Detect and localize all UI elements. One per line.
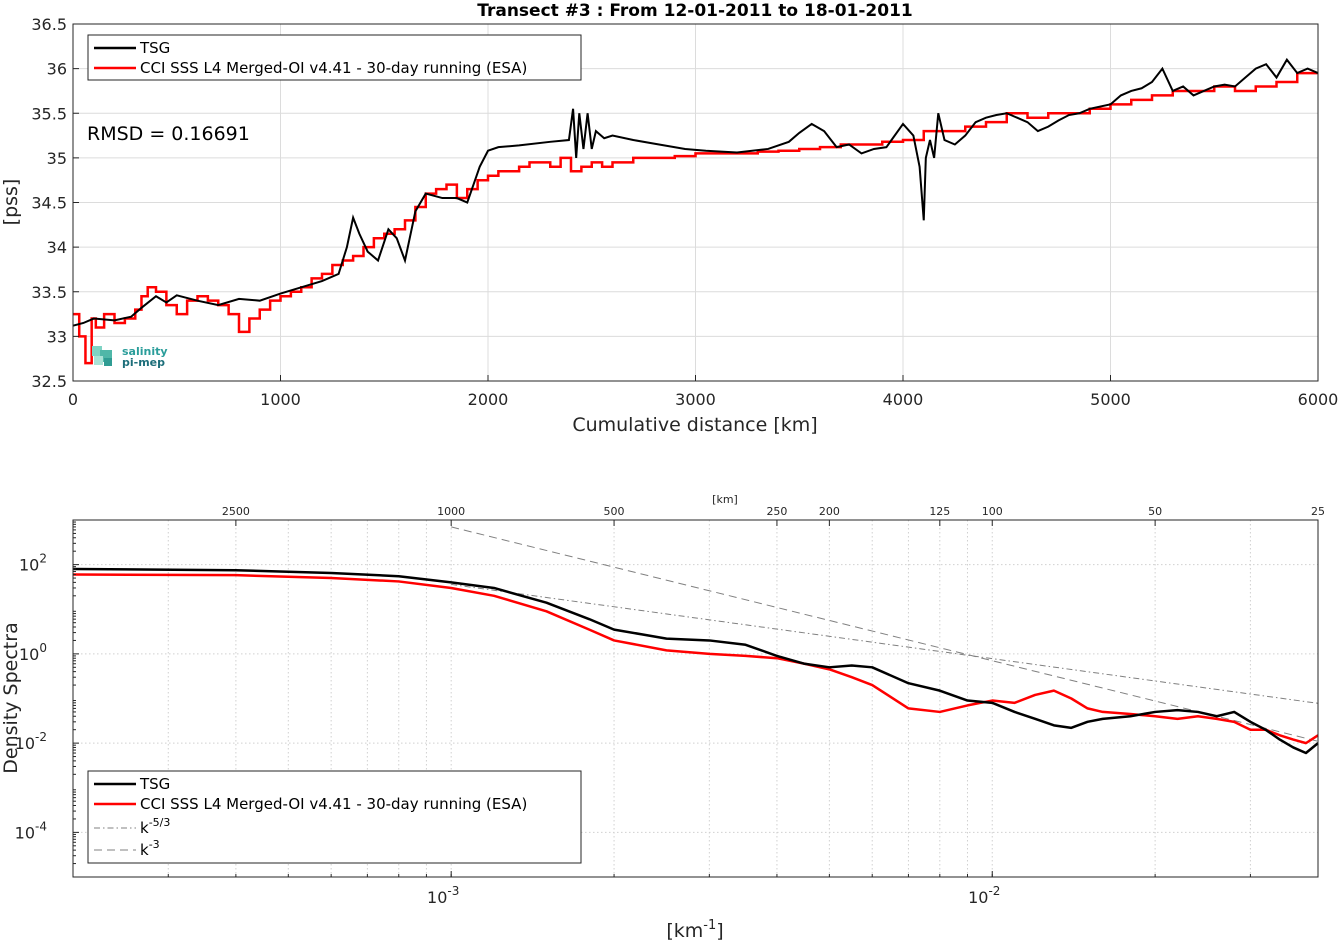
top-ticks: 0 1000 2000 3000 4000 5000 6000 32.5 33 33.5 34 34.… [31, 15, 1338, 409]
top-y-tick-label: 32.5 [31, 372, 67, 391]
bottom-x-axis-label-text: [km [666, 920, 703, 942]
top-legend-label-tsg: TSG [139, 39, 170, 57]
top-legend-label-cci: CCI SSS L4 Merged-OI v4.41 - 30-day runn… [140, 59, 527, 77]
top-lines [72, 57, 1319, 365]
top-y-tick-label: 33 [47, 327, 67, 346]
bottom-top-tick-label: 250 [766, 505, 787, 518]
top-y-tick-label: 34 [47, 238, 67, 257]
top-y-tick-label: 34.5 [31, 194, 67, 213]
bottom-top-tick-label: 50 [1148, 505, 1162, 518]
bottom-series-tsg [72, 567, 1319, 755]
top-y-tick-label: 35 [47, 149, 67, 168]
bottom-top-tick-label: 100 [982, 505, 1003, 518]
bottom-top-tick-label: 200 [819, 505, 840, 518]
bottom-top-tick-label: 25 [1311, 505, 1325, 518]
logo-line-2: pi-mep [122, 356, 165, 369]
top-x-tick-label: 2000 [468, 390, 509, 409]
bottom-series-k3 [451, 526, 1319, 742]
top-x-tick-label: 0 [68, 390, 78, 409]
top-x-axis-label: Cumulative distance [km] [572, 414, 817, 436]
logo-line-1: salinity [122, 345, 168, 358]
top-legend-box [87, 34, 582, 81]
bottom-x-tick-label: 10-2 [968, 884, 1000, 907]
bottom-x-axis-label-close: ] [716, 920, 723, 942]
bottom-top-axis-label: [km] [712, 493, 738, 506]
bottom-x-tick-label: 10-3 [427, 884, 459, 907]
bottom-top-tick-label: 2500 [222, 505, 250, 518]
top-y-tick-label: 35.5 [31, 104, 67, 123]
bottom-y-tick-label: 100 [19, 641, 47, 664]
top-chart-title: Transect #3 : From 12-01-2011 to 18-01-2… [477, 1, 913, 21]
top-x-tick-label: 3000 [675, 390, 716, 409]
top-series-cci [73, 71, 1318, 365]
bottom-x-axis-label-exp: -1 [703, 918, 716, 933]
salinity-pi-mep-logo: salinity pi-mep [92, 345, 168, 369]
bottom-y-tick-label: 10-4 [15, 819, 47, 842]
rmsd-annotation: RMSD = 0.16691 [87, 123, 250, 145]
top-x-tick-label: 5000 [1090, 390, 1131, 409]
top-y-tick-label: 36.5 [31, 15, 67, 34]
bottom-y-axis-label: Density Spectra [0, 622, 22, 773]
top-legend: TSG CCI SSS L4 Merged-OI v4.41 - 30-day … [87, 34, 582, 81]
top-series-tsg [72, 57, 1319, 327]
bottom-top-tick-label: 1000 [437, 505, 465, 518]
top-x-tick-label: 4000 [883, 390, 924, 409]
top-y-tick-label: 36 [47, 60, 67, 79]
bottom-lines [72, 526, 1319, 755]
bottom-y-tick-label: 102 [19, 552, 47, 575]
top-x-tick-label: 1000 [260, 390, 301, 409]
bottom-legend-box [87, 770, 582, 864]
bottom-x-axis-label: [km-1] [666, 918, 723, 942]
bottom-top-tick-label: 500 [604, 505, 625, 518]
bottom-legend-label-tsg: TSG [139, 775, 170, 793]
bottom-legend: TSG CCI SSS L4 Merged-OI v4.41 - 30-day … [87, 770, 582, 864]
bottom-plot-frame [72, 519, 1319, 878]
bottom-legend-label-cci: CCI SSS L4 Merged-OI v4.41 - 30-day runn… [140, 795, 527, 813]
bottom-top-tick-label: 125 [929, 505, 950, 518]
top-y-tick-label: 33.5 [31, 283, 67, 302]
bottom-series-k53 [451, 583, 1319, 704]
top-y-axis-label: [pss] [0, 179, 22, 226]
bottom-series-cci [72, 573, 1319, 745]
top-x-tick-label: 6000 [1298, 390, 1339, 409]
